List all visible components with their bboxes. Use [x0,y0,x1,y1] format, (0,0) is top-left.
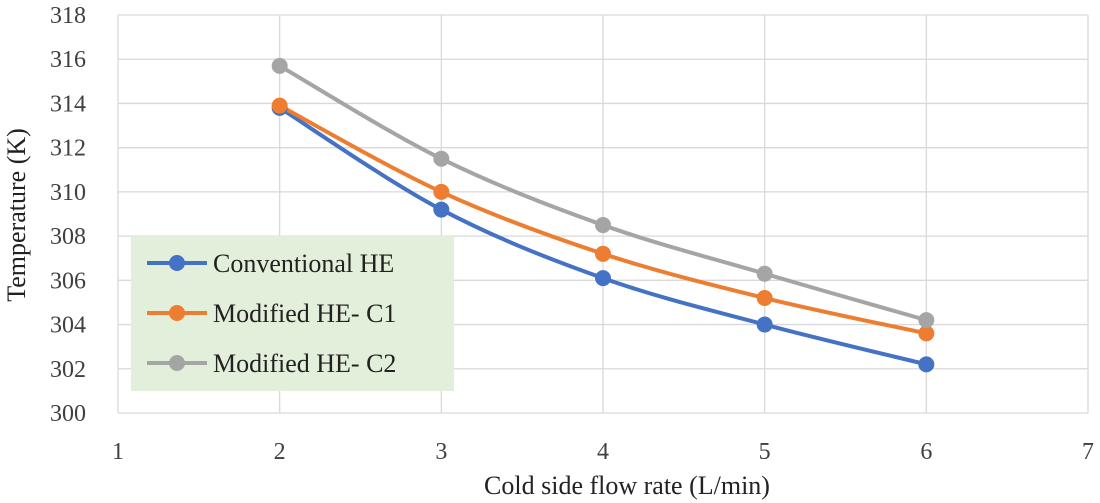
series-0-point-4 [918,356,935,373]
series-1-point-1 [433,183,450,200]
x-tick-label: 7 [1082,439,1094,465]
legend-marker-0 [169,255,185,271]
y-tick-label: 304 [50,313,86,339]
y-tick-label: 318 [50,3,86,29]
series-layer [271,57,935,373]
y-tick-label: 300 [50,401,86,427]
x-tick-label: 6 [920,439,932,465]
y-tick-label: 306 [50,268,86,294]
series-0-point-1 [433,201,450,218]
x-tick-label: 2 [274,439,286,465]
series-2-point-0 [271,57,288,74]
x-axis-title: Cold side flow rate (L/min) [484,471,770,500]
series-2-point-1 [433,150,450,167]
y-axis-title: Temperature (K) [2,128,31,302]
y-axis-ticks: 300 302 304 306 308 310 312 314 316 318 [50,3,86,427]
y-tick-label: 310 [50,180,86,206]
series-2-point-4 [918,312,935,329]
series-1-point-0 [271,97,288,114]
series-1-point-2 [595,245,611,262]
y-tick-label: 308 [50,224,86,250]
legend-label-0: Conventional HE [213,249,394,278]
x-axis-ticks: 1 2 3 4 5 6 7 [112,439,1094,465]
series-2-point-3 [756,265,773,282]
series-0-point-2 [595,270,611,287]
series-1-point-3 [756,290,773,307]
legend-label-1: Modified HE- C1 [213,299,396,328]
legend-marker-2 [169,355,185,371]
x-tick-label: 1 [112,439,124,465]
y-tick-label: 312 [50,136,86,162]
legend: Conventional HE Modified HE- C1 Modified H… [131,236,454,391]
y-tick-label: 316 [50,47,86,73]
legend-marker-1 [169,305,185,321]
y-tick-label: 314 [50,91,86,117]
series-2-point-2 [595,217,611,234]
x-tick-label: 5 [759,439,771,465]
x-tick-label: 4 [597,439,609,465]
series-0-point-3 [756,316,773,333]
x-tick-label: 3 [435,439,447,465]
legend-label-2: Modified HE- C2 [213,349,396,378]
series-1-point-4 [918,325,935,342]
y-tick-label: 302 [50,357,86,383]
